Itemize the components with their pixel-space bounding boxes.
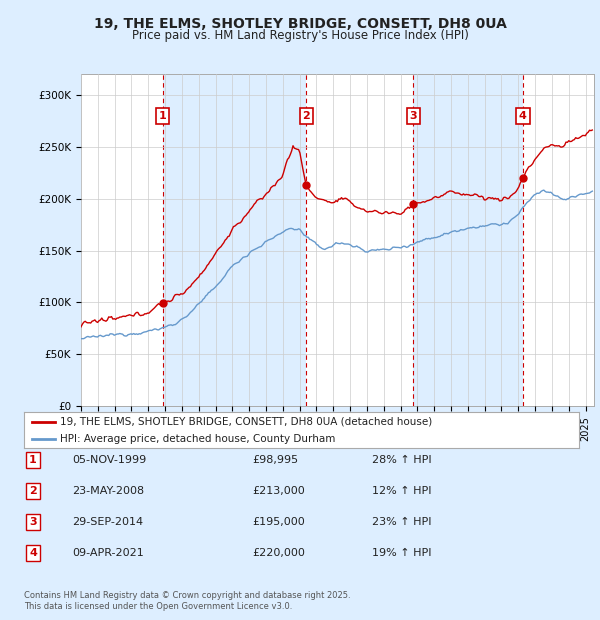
- Text: 19, THE ELMS, SHOTLEY BRIDGE, CONSETT, DH8 0UA (detached house): 19, THE ELMS, SHOTLEY BRIDGE, CONSETT, D…: [60, 417, 433, 427]
- Text: 09-APR-2021: 09-APR-2021: [72, 548, 144, 558]
- Text: 2: 2: [29, 486, 37, 496]
- Bar: [413, 74, 523, 406]
- Text: 3: 3: [409, 111, 417, 121]
- Text: Contains HM Land Registry data © Crown copyright and database right 2025.: Contains HM Land Registry data © Crown c…: [24, 591, 350, 600]
- Text: 4: 4: [519, 111, 527, 121]
- Text: 4: 4: [29, 548, 37, 558]
- Text: 28% ↑ HPI: 28% ↑ HPI: [372, 455, 431, 465]
- Text: £220,000: £220,000: [252, 548, 305, 558]
- Text: 05-NOV-1999: 05-NOV-1999: [72, 455, 146, 465]
- Text: 19, THE ELMS, SHOTLEY BRIDGE, CONSETT, DH8 0UA: 19, THE ELMS, SHOTLEY BRIDGE, CONSETT, D…: [94, 17, 506, 30]
- Text: £213,000: £213,000: [252, 486, 305, 496]
- Text: £98,995: £98,995: [252, 455, 298, 465]
- Text: 23-MAY-2008: 23-MAY-2008: [72, 486, 144, 496]
- Bar: [163, 74, 306, 406]
- Text: 1: 1: [159, 111, 166, 121]
- Text: 29-SEP-2014: 29-SEP-2014: [72, 517, 143, 527]
- Text: 19% ↑ HPI: 19% ↑ HPI: [372, 548, 431, 558]
- Text: 2: 2: [302, 111, 310, 121]
- Text: 12% ↑ HPI: 12% ↑ HPI: [372, 486, 431, 496]
- Text: 3: 3: [29, 517, 37, 527]
- Text: 23% ↑ HPI: 23% ↑ HPI: [372, 517, 431, 527]
- Text: £195,000: £195,000: [252, 517, 305, 527]
- Text: 1: 1: [29, 455, 37, 465]
- Text: Price paid vs. HM Land Registry's House Price Index (HPI): Price paid vs. HM Land Registry's House …: [131, 29, 469, 42]
- Text: HPI: Average price, detached house, County Durham: HPI: Average price, detached house, Coun…: [60, 433, 335, 444]
- Text: This data is licensed under the Open Government Licence v3.0.: This data is licensed under the Open Gov…: [24, 602, 292, 611]
